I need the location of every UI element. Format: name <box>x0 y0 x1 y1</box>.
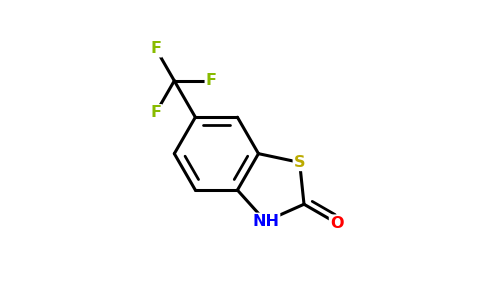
Text: NH: NH <box>252 214 279 229</box>
Text: F: F <box>151 105 161 120</box>
Text: F: F <box>206 73 217 88</box>
Text: F: F <box>151 41 161 56</box>
Text: S: S <box>294 155 305 170</box>
Text: O: O <box>330 216 344 231</box>
